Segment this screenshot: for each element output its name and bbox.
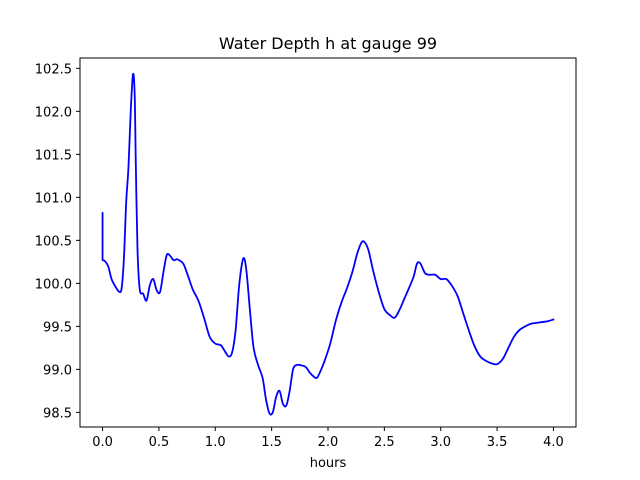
y-tick-label: 101.0 — [35, 191, 72, 206]
y-tick-label: 99.0 — [43, 363, 72, 378]
y-tick-label: 100.0 — [35, 277, 72, 292]
y-tick-label: 102.5 — [35, 62, 72, 77]
x-tick-label: 3.0 — [430, 435, 451, 450]
x-tick-label: 2.5 — [374, 435, 395, 450]
x-tick-label: 0.5 — [149, 435, 170, 450]
x-tick-label: 1.5 — [261, 435, 282, 450]
y-axis: 98.5 99.0 99.5 100.0 100.5 101.0 101.5 102.0 102… — [35, 62, 80, 421]
y-tick-label: 101.5 — [35, 148, 72, 163]
chart-title: Water Depth h at gauge 99 — [219, 34, 437, 53]
x-axis-label: hours — [310, 456, 347, 471]
y-tick-label: 100.5 — [35, 234, 72, 249]
series-line — [101, 72, 555, 416]
plot-area — [101, 72, 555, 416]
x-tick-label: 0.0 — [92, 435, 113, 450]
x-tick-label: 3.5 — [487, 435, 508, 450]
y-tick-label: 102.0 — [35, 105, 72, 120]
x-tick-label: 2.0 — [318, 435, 339, 450]
y-tick-label: 99.5 — [43, 320, 72, 335]
y-tick-label: 98.5 — [43, 406, 72, 421]
x-tick-label: 4.0 — [543, 435, 564, 450]
x-axis: 0.0 0.5 1.0 1.5 2.0 2.5 3.0 3.5 4.0 — [92, 427, 564, 450]
x-tick-label: 1.0 — [205, 435, 226, 450]
